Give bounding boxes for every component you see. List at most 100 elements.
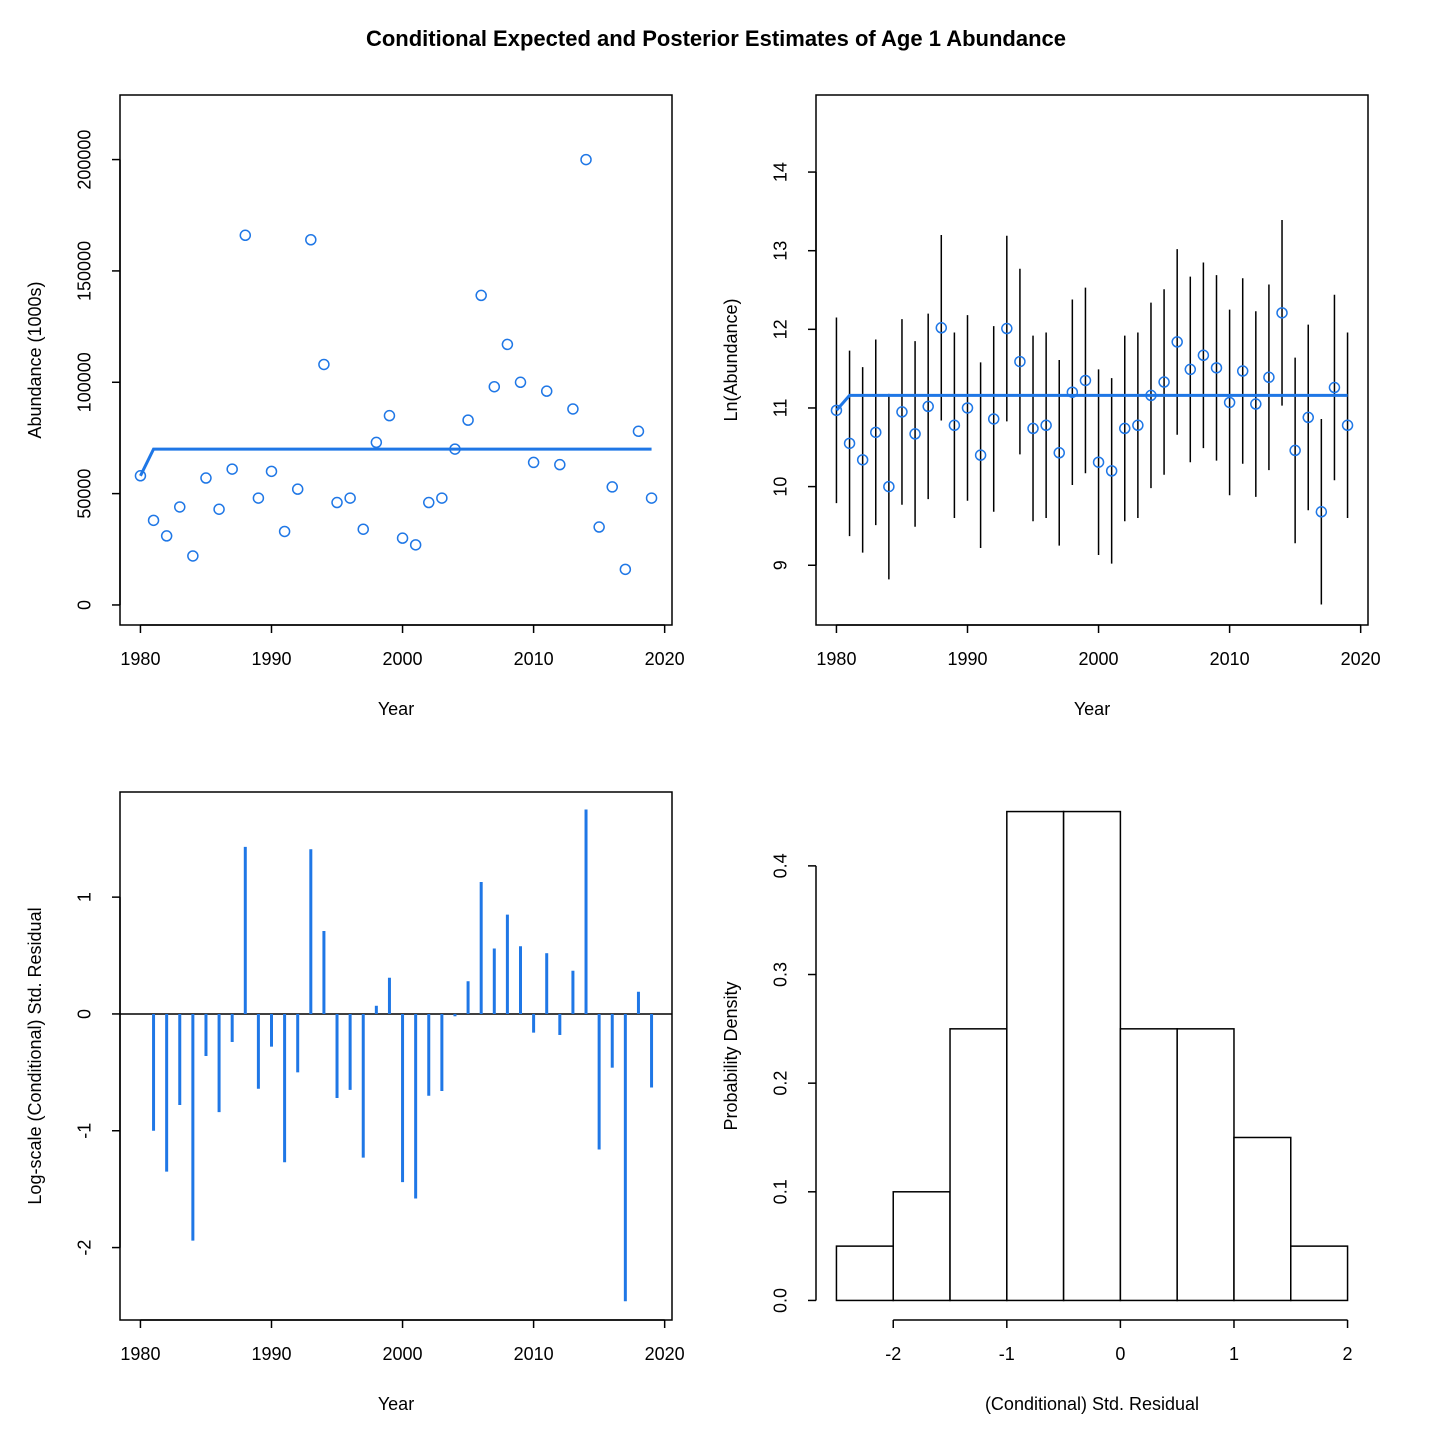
point: [1223, 396, 1236, 409]
y-tick-label: -2: [75, 1240, 95, 1256]
y-axis-label: Ln(Abundance): [721, 298, 741, 421]
x-tick-label: 2020: [645, 1344, 685, 1364]
y-tick-label: 0: [75, 1009, 95, 1019]
point: [922, 400, 934, 413]
y-tick-label: 50000: [75, 469, 95, 519]
histogram-bar: [949, 1028, 1008, 1302]
point: [187, 550, 199, 562]
x-tick-label: 2020: [645, 649, 685, 669]
point: [1145, 389, 1157, 402]
point: [1197, 349, 1210, 362]
point: [632, 425, 645, 438]
point: [265, 465, 278, 478]
point: [134, 470, 147, 482]
x-tick-label: -2: [885, 1344, 901, 1364]
y-tick-label: 100000: [75, 352, 95, 412]
point: [896, 406, 908, 418]
y-tick-label: 14: [771, 162, 791, 182]
x-tick-label: 1980: [816, 649, 856, 669]
point: [1171, 336, 1183, 348]
point: [278, 525, 291, 538]
point: [1328, 381, 1341, 394]
point: [606, 481, 618, 493]
x-tick-label: 1990: [251, 1344, 291, 1364]
point: [856, 454, 869, 466]
point: [1066, 386, 1079, 398]
point: [331, 496, 343, 509]
histogram-bar: [1006, 810, 1065, 1302]
point: [147, 514, 160, 527]
y-tick-label: 0.3: [771, 962, 791, 987]
point: [423, 496, 435, 509]
y-tick-label: 11: [771, 399, 791, 418]
x-tick-label: 1990: [251, 649, 291, 669]
histogram-bar: [835, 1245, 894, 1302]
y-tick-label: 1: [75, 892, 95, 902]
point: [357, 523, 369, 535]
x-tick-label: 2: [1343, 1344, 1353, 1364]
point: [344, 492, 356, 504]
point: [830, 404, 843, 417]
point: [501, 338, 514, 351]
point: [174, 501, 186, 513]
point: [1289, 444, 1301, 457]
y-tick-label: 10: [771, 477, 791, 497]
x-tick-label: 2010: [514, 1344, 554, 1364]
point: [1276, 307, 1288, 319]
y-tick-label: 0.1: [771, 1179, 791, 1204]
y-tick-label: 0.0: [771, 1288, 791, 1313]
point: [1210, 362, 1223, 374]
x-tick-label: 2020: [1341, 649, 1381, 669]
figure-title: Conditional Expected and Posterior Estim…: [366, 26, 1066, 51]
point: [645, 492, 658, 504]
point: [1158, 376, 1170, 388]
point: [213, 503, 225, 515]
point: [961, 402, 974, 414]
x-tick-label: 0: [1115, 1344, 1125, 1364]
point: [1119, 422, 1131, 435]
y-axis-label: Log-scale (Conditional) Std. Residual: [25, 907, 45, 1204]
x-tick-label: 2010: [514, 649, 554, 669]
point: [1040, 419, 1052, 432]
point: [1315, 506, 1328, 518]
point: [488, 380, 501, 393]
point: [1079, 374, 1092, 387]
expected-line: [139, 447, 652, 477]
point: [252, 492, 265, 504]
point: [1184, 363, 1197, 376]
histogram-bar: [892, 1191, 951, 1302]
point: [567, 403, 579, 415]
point: [619, 563, 632, 576]
expected-line: [835, 393, 1348, 412]
point: [1263, 371, 1275, 384]
point: [370, 436, 383, 449]
y-tick-label: 12: [771, 319, 791, 339]
point: [1132, 419, 1144, 432]
point: [987, 413, 1000, 425]
point: [1105, 465, 1118, 477]
point: [593, 521, 605, 533]
x-axis-label: Year: [1074, 699, 1110, 719]
y-axis-label: Probability Density: [721, 981, 741, 1130]
point: [948, 419, 961, 432]
x-axis-label: Year: [378, 1394, 414, 1414]
point: [909, 428, 921, 440]
y-axis-label: Abundance (1000s): [25, 281, 45, 438]
y-tick-label: 0: [75, 600, 95, 610]
point: [843, 437, 856, 450]
point: [160, 530, 173, 542]
histogram-bar: [1290, 1245, 1349, 1302]
x-tick-label: 2000: [383, 1344, 423, 1364]
point: [396, 532, 409, 544]
point: [436, 492, 448, 504]
point: [291, 483, 304, 495]
point: [1302, 411, 1314, 424]
point: [1053, 447, 1065, 459]
point: [540, 385, 553, 397]
point: [318, 358, 330, 371]
y-tick-label: 0.2: [771, 1071, 791, 1096]
point: [383, 409, 396, 422]
histogram-bar: [1176, 1028, 1235, 1302]
histogram-bar: [1062, 810, 1122, 1302]
